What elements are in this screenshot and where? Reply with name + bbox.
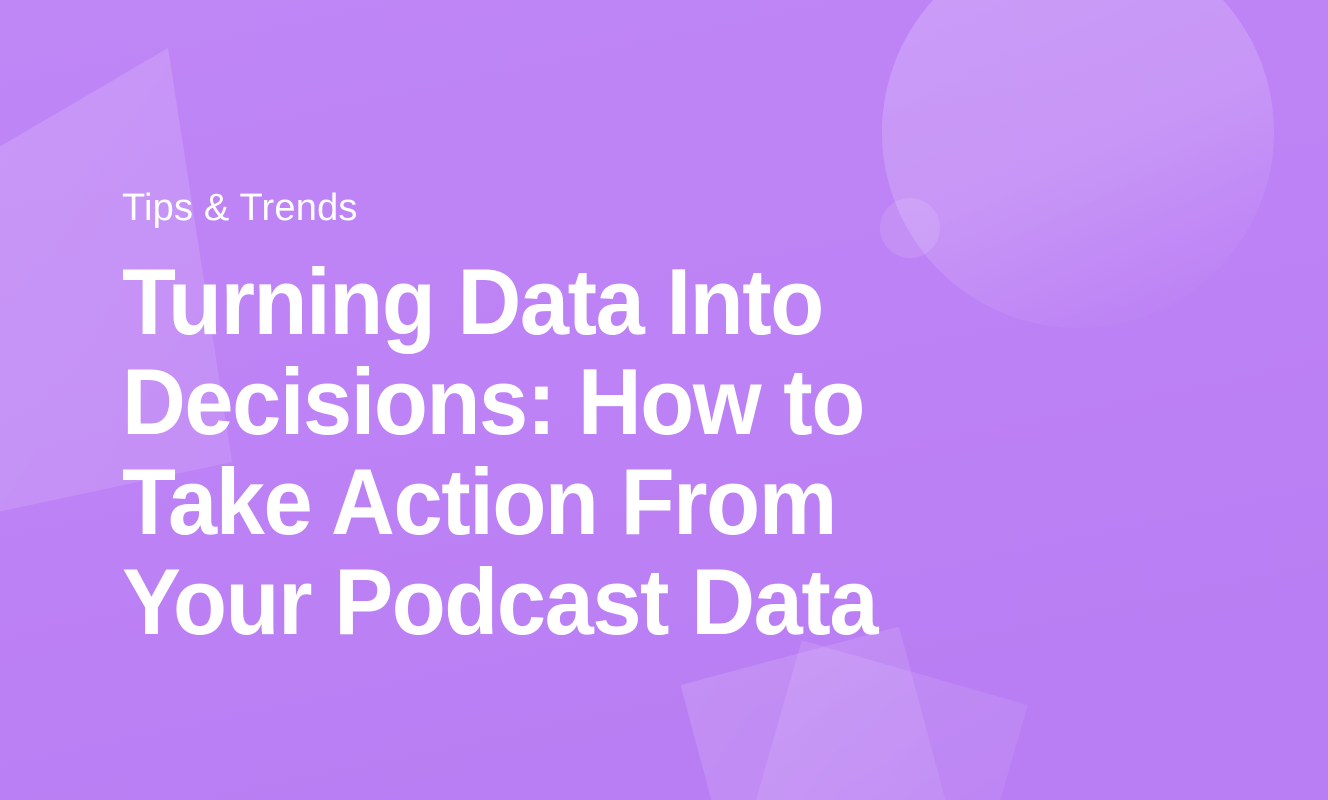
page-title-line-3: Take Action From [122, 449, 837, 554]
page-title-line-2: Decisions: How to [122, 349, 865, 454]
page-title: Turning Data Into Decisions: How to Take… [122, 252, 949, 652]
page-title-line-1: Turning Data Into [122, 249, 824, 354]
hero-content: Tips & Trends Turning Data Into Decision… [122, 186, 1022, 652]
category-eyebrow: Tips & Trends [122, 187, 358, 229]
page-title-line-4: Your Podcast Data [122, 549, 879, 654]
bottom-right-square-back [737, 640, 1028, 800]
